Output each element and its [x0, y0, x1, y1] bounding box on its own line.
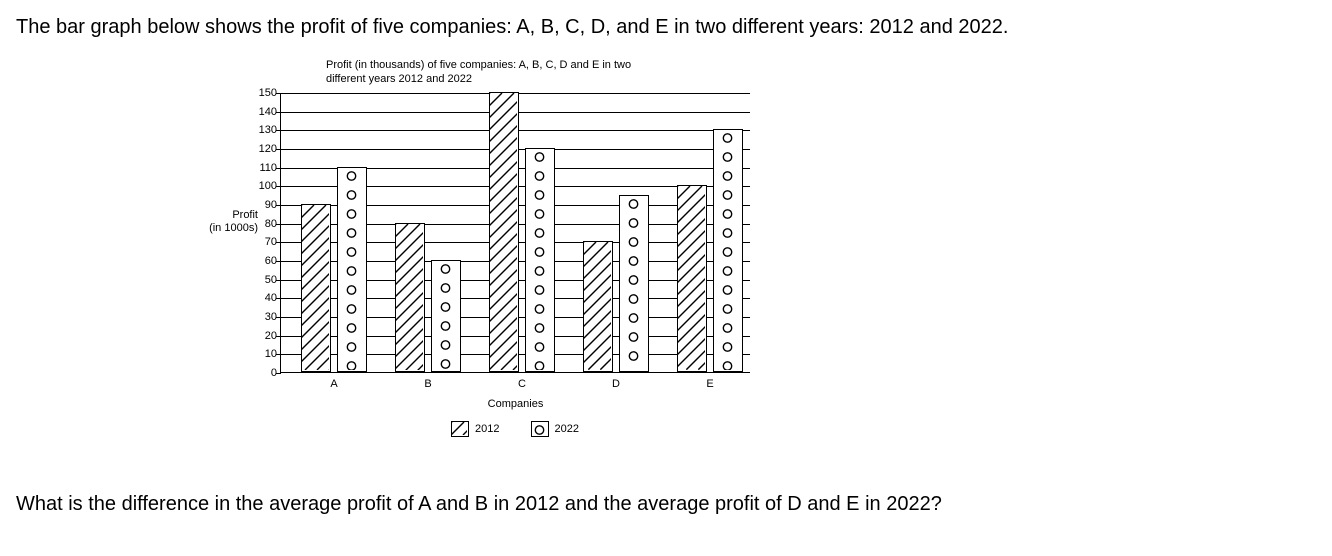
- x-tick-label-B: B: [408, 378, 448, 390]
- y-tick-label: 110: [251, 162, 277, 174]
- chart-container: Profit (in thousands) of five companies:…: [216, 59, 856, 469]
- bar-A-2022: [337, 167, 367, 372]
- legend-item-2022: 2022: [531, 421, 579, 437]
- bar-A-2012: [301, 204, 331, 372]
- y-tick-label: 100: [251, 180, 277, 192]
- bar-B-2012: [395, 223, 425, 372]
- y-axis-title: Profit (in 1000s): [198, 209, 258, 235]
- bar-E-2012: [677, 185, 707, 372]
- legend-swatch-2022: [531, 421, 549, 437]
- x-tick-label-D: D: [596, 378, 636, 390]
- y-tick-label: 0: [251, 367, 277, 379]
- bar-C-2022: [525, 148, 555, 372]
- y-tick-label: 20: [251, 330, 277, 342]
- y-tick-label: 70: [251, 236, 277, 248]
- y-tick-label: 140: [251, 106, 277, 118]
- legend-label-2022: 2022: [555, 423, 579, 435]
- y-tick-label: 10: [251, 348, 277, 360]
- bar-E-2022: [713, 129, 743, 372]
- chart-title: Profit (in thousands) of five companies:…: [326, 59, 646, 87]
- y-tick-label: 80: [251, 218, 277, 230]
- x-tick-label-C: C: [502, 378, 542, 390]
- y-tick-label: 30: [251, 311, 277, 323]
- y-tick-label: 120: [251, 143, 277, 155]
- bar-C-2012: [489, 92, 519, 372]
- y-tick-label: 40: [251, 292, 277, 304]
- y-tick-label: 90: [251, 199, 277, 211]
- y-axis-title-line1: Profit: [198, 209, 258, 222]
- question-text: What is the difference in the average pr…: [16, 491, 1316, 518]
- x-axis-title: Companies: [488, 398, 544, 410]
- y-tick-label: 130: [251, 124, 277, 136]
- bar-D-2022: [619, 195, 649, 372]
- plot-area: Companies 010203040506070809010011012013…: [280, 93, 750, 373]
- x-tick-label-A: A: [314, 378, 354, 390]
- legend-item-2012: 2012: [451, 421, 499, 437]
- x-tick-label-E: E: [690, 378, 730, 390]
- y-tick-label: 60: [251, 255, 277, 267]
- y-tick-label: 150: [251, 87, 277, 99]
- y-tick-label: 50: [251, 274, 277, 286]
- y-axis-title-line2: (in 1000s): [198, 222, 258, 235]
- intro-text: The bar graph below shows the profit of …: [16, 14, 1316, 41]
- legend-label-2012: 2012: [475, 423, 499, 435]
- bar-D-2012: [583, 241, 613, 372]
- bar-B-2022: [431, 260, 461, 372]
- legend: 2012 2022: [280, 421, 750, 437]
- legend-swatch-2012: [451, 421, 469, 437]
